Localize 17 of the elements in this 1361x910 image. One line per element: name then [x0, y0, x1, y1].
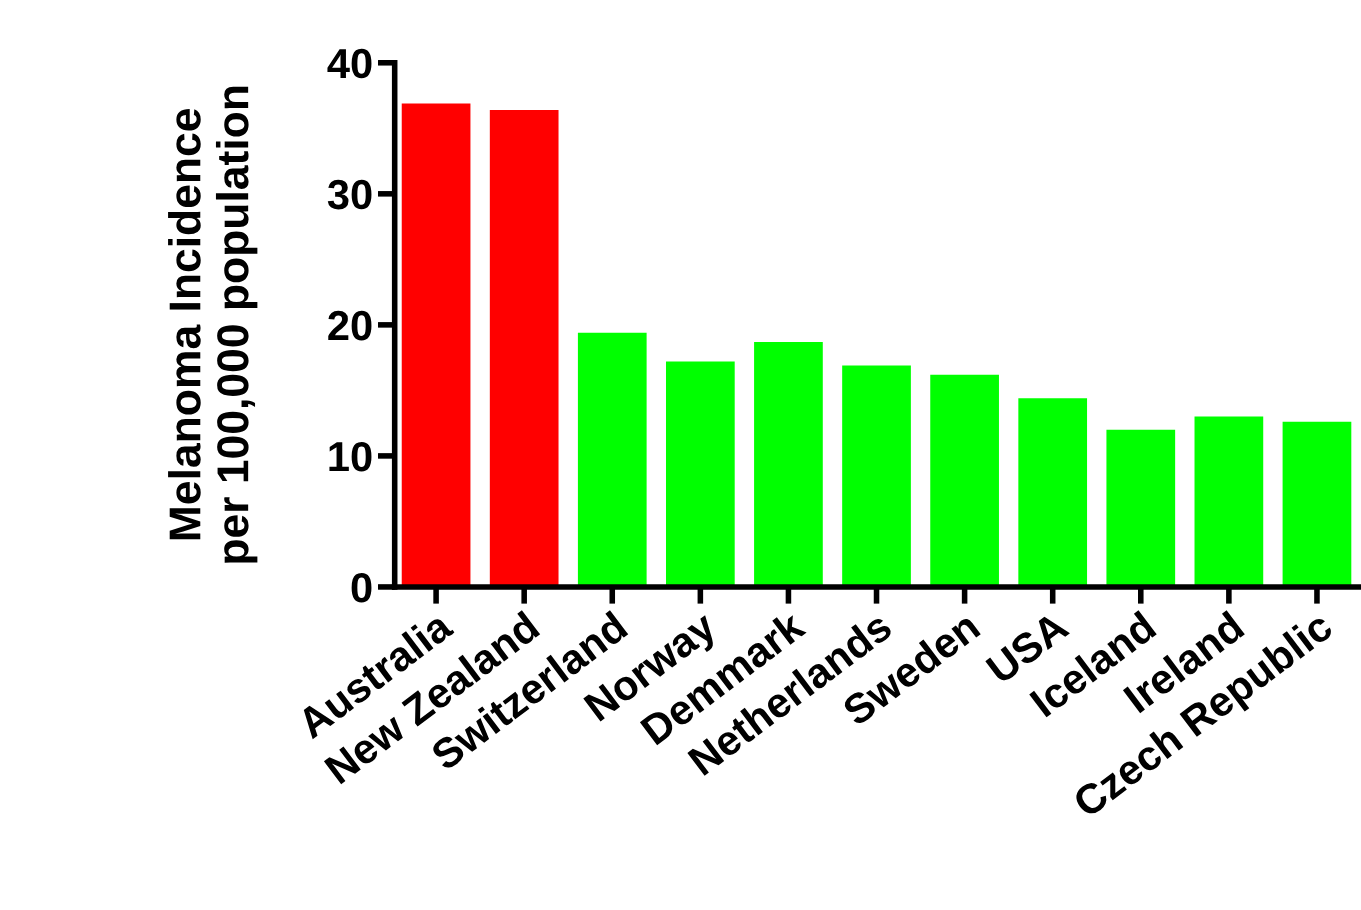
bar: [842, 365, 911, 587]
bar: [401, 103, 471, 587]
bar: [1194, 416, 1264, 587]
bar: [930, 374, 999, 587]
bar: [1282, 421, 1352, 587]
y-tick-label: 30: [327, 179, 372, 210]
y-tick-label: 10: [329, 441, 372, 472]
y-tick-label: 20: [328, 310, 372, 341]
y-axis-title: Melanoma Incidence per 100,000 population: [168, 86, 258, 563]
bar: [754, 341, 823, 587]
bar: [1018, 398, 1088, 587]
bar: [666, 361, 735, 587]
bar: [577, 332, 647, 587]
y-tick-label: 40: [327, 48, 372, 79]
bar: [489, 109, 559, 587]
bar: [1106, 429, 1176, 587]
y-tick-label: 0: [351, 572, 372, 603]
